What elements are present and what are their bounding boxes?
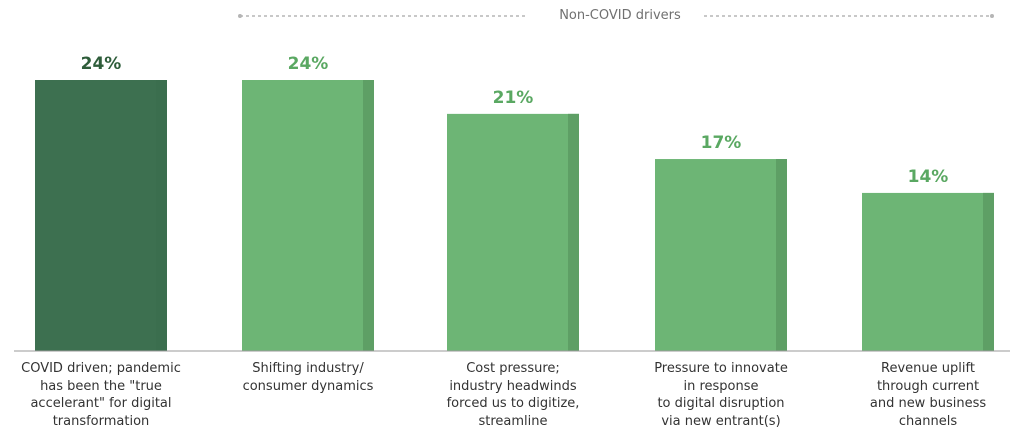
- value-labels-group: 24% 24% 21% 17% 14%: [81, 54, 949, 187]
- bars-group: [35, 80, 994, 351]
- group-bracket-left-end: [238, 14, 242, 18]
- value-label-5: 14%: [908, 167, 949, 187]
- value-label-1: 24%: [81, 54, 122, 74]
- bar-5-shade: [983, 192, 994, 351]
- group-label-non-covid-drivers: Non-COVID drivers: [559, 8, 681, 23]
- bar-4-shade: [776, 159, 787, 351]
- category-label-2: Shifting industry/ consumer dynamics: [242, 361, 374, 394]
- category-label-4: Pressure to innovate in response to digi…: [654, 361, 788, 429]
- bar-2: [242, 80, 374, 351]
- bar-1: [35, 80, 167, 351]
- bar-4: [655, 159, 787, 351]
- value-label-3: 21%: [493, 88, 534, 108]
- category-label-5: Revenue uplift through current and new b…: [869, 361, 987, 429]
- bar-3: [447, 113, 579, 351]
- category-label-3: Cost pressure; industry headwinds forced…: [446, 361, 580, 429]
- value-label-2: 24%: [288, 54, 329, 74]
- bar-5: [862, 192, 994, 351]
- bar-3-shade: [568, 113, 579, 351]
- category-label-1: COVID driven; pandemic has been the "tru…: [21, 361, 181, 429]
- bar-1-shade: [156, 80, 167, 351]
- value-label-4: 17%: [701, 133, 742, 153]
- bar-2-shade: [363, 80, 374, 351]
- group-bracket-right-end: [990, 14, 994, 18]
